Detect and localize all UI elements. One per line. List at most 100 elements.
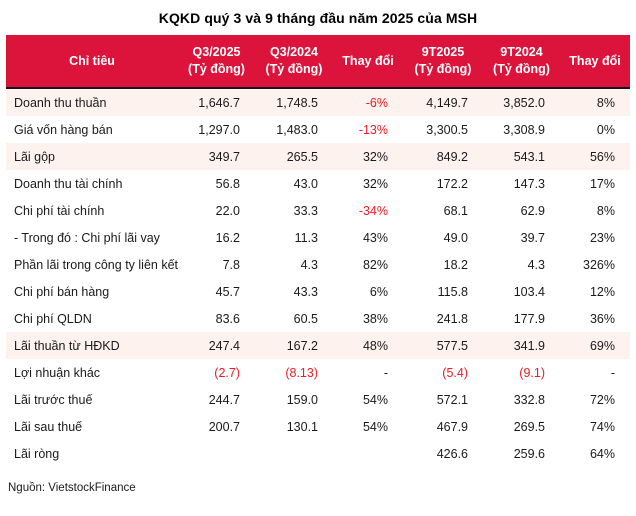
cell-value: 39.7: [520, 230, 545, 245]
table-row: Lãi gộp 349.7 265.5 32% 849.2 543.1 56%: [6, 143, 630, 170]
cell-value: 0%: [596, 122, 615, 137]
row-label: Lãi ròng: [14, 446, 60, 461]
cell-value: 167.2: [255, 332, 333, 359]
cell-value: (8.13): [285, 365, 318, 380]
cell-value: 43%: [362, 230, 388, 245]
cell-value: 54%: [362, 392, 388, 407]
cell-value: 326%: [583, 257, 615, 272]
cell-value: 1,483.0: [276, 122, 318, 137]
cell-value: 244.7: [208, 392, 240, 407]
cell-value: 68.1: [443, 203, 468, 218]
column-subheader-2: (Tỷ đồng): [265, 62, 323, 76]
cell-value: [333, 440, 403, 467]
cell-value: 1,748.5: [255, 88, 333, 116]
cell-value: 265.5: [255, 143, 333, 170]
cell-value: 4.3: [300, 257, 318, 272]
cell-value: 62.9: [520, 203, 545, 218]
cell-value: 38%: [362, 311, 388, 326]
cell-value: 177.9: [513, 311, 545, 326]
column-header-3: Thay đổi: [333, 35, 403, 89]
table-row: Lãi thuần từ HĐKD 247.4 167.2 48% 577.5 341.9…: [6, 332, 630, 359]
cell-value: 269.5: [513, 419, 545, 434]
row-label: Chi phí bán hàng: [14, 284, 110, 299]
table-body: Doanh thu thuần 1,646.7 1,748.5 -6% 4,149.7 3…: [6, 88, 630, 467]
row-label: Chi phí QLDN: [14, 311, 92, 326]
cell-value: 7.8: [222, 257, 240, 272]
cell-value: 22.0: [215, 203, 240, 218]
cell-value: 247.4: [178, 332, 255, 359]
cell-value: 69%: [560, 332, 630, 359]
cell-value: 82%: [362, 257, 388, 272]
table-row: Lợi nhuận khác (2.7) (8.13) - (5.4) (9.1) -: [6, 359, 630, 386]
cell-value: 23%: [589, 230, 615, 245]
row-label: Lãi sau thuế: [14, 419, 83, 434]
cell-value: -: [383, 365, 388, 380]
column-header-5: 9T2024 (Tỷ đồng): [483, 35, 560, 89]
cell-value: 349.7: [178, 143, 255, 170]
column-subheader-5: (Tỷ đồng): [493, 62, 550, 76]
row-label: Giá vốn hàng bán: [14, 122, 113, 137]
cell-value: -13%: [358, 122, 388, 137]
row-label: Lãi trước thuế: [14, 392, 93, 407]
cell-value: -34%: [358, 203, 388, 218]
cell-value: 18.2: [443, 257, 468, 272]
header-row: Chỉ tiêu Q3/2025 (Tỷ đồng) Q3/2024 (Tỷ đồng)…: [6, 35, 630, 89]
cell-value: 332.8: [513, 392, 545, 407]
cell-value: 577.5: [403, 332, 483, 359]
cell-value: 259.6: [513, 446, 545, 461]
cell-value: -6%: [333, 88, 403, 116]
cell-value: 6%: [369, 284, 388, 299]
row-label: Chi phí tài chính: [14, 203, 105, 218]
cell-value: 16.2: [215, 230, 240, 245]
cell-value: 43.0: [293, 176, 318, 191]
table-row: Lãi ròng 426.6 259.6 64%: [6, 440, 630, 467]
cell-value: 48%: [333, 332, 403, 359]
cell-value: 3,308.9: [503, 122, 545, 137]
row-label: Doanh thu thuần: [6, 88, 178, 116]
table-row: Chi phí bán hàng 45.7 43.3 6% 115.8 103.4 12%: [6, 278, 630, 305]
table-row: Lãi sau thuế 200.7 130.1 54% 467.9 269.5 74%: [6, 413, 630, 440]
cell-value: 241.8: [436, 311, 468, 326]
cell-value: 159.0: [286, 392, 318, 407]
cell-value: 12%: [589, 284, 615, 299]
cell-value: 103.4: [513, 284, 545, 299]
cell-value: 60.5: [293, 311, 318, 326]
table-row: Doanh thu thuần 1,646.7 1,748.5 -6% 4,149.7 3…: [6, 88, 630, 116]
cell-value: 147.3: [513, 176, 545, 191]
cell-value: 426.6: [436, 446, 468, 461]
table-row: Phần lãi trong công ty liên kết 7.8 4.3 82%…: [6, 251, 630, 278]
cell-value: 572.1: [436, 392, 468, 407]
column-header-4: 9T2025 (Tỷ đồng): [403, 35, 483, 89]
cell-value: (2.7): [214, 365, 240, 380]
cell-value: 130.1: [286, 419, 318, 434]
cell-value: 467.9: [436, 419, 468, 434]
cell-value: (5.4): [442, 365, 468, 380]
table-header: Chỉ tiêu Q3/2025 (Tỷ đồng) Q3/2024 (Tỷ đồng)…: [6, 35, 630, 89]
cell-value: 3,852.0: [483, 88, 560, 116]
cell-value: 3,300.5: [426, 122, 468, 137]
cell-value: 74%: [589, 419, 615, 434]
table-row: Lãi trước thuế 244.7 159.0 54% 572.1 332.8 72%: [6, 386, 630, 413]
cell-value: [255, 440, 333, 467]
row-label: - Trong đó : Chi phí lãi vay: [14, 230, 160, 245]
cell-value: 17%: [589, 176, 615, 191]
cell-value: (9.1): [519, 365, 545, 380]
column-header-0: Chỉ tiêu: [6, 35, 178, 89]
cell-value: 200.7: [208, 419, 240, 434]
cell-value: 341.9: [483, 332, 560, 359]
page-title: KQKD quý 3 và 9 tháng đầu năm 2025 của M…: [158, 10, 478, 26]
table-row: Chi phí tài chính 22.0 33.3 -34% 68.1 62.9 8%: [6, 197, 630, 224]
cell-value: 115.8: [437, 284, 468, 299]
cell-value: 56.8: [215, 176, 240, 191]
cell-value: 64%: [589, 446, 615, 461]
row-label: Doanh thu tài chính: [14, 176, 123, 191]
row-label: Lãi gộp: [6, 143, 178, 170]
table-row: Doanh thu tài chính 56.8 43.0 32% 172.2 147.3…: [6, 170, 630, 197]
cell-value: 56%: [560, 143, 630, 170]
results-table: Chỉ tiêu Q3/2025 (Tỷ đồng) Q3/2024 (Tỷ đồng)…: [6, 35, 630, 467]
column-header-2: Q3/2024 (Tỷ đồng): [255, 35, 333, 89]
table-row: - Trong đó : Chi phí lãi vay 16.2 11.3 43% 4…: [6, 224, 630, 251]
cell-value: 32%: [362, 176, 388, 191]
column-subheader-4: (Tỷ đồng): [414, 62, 472, 76]
